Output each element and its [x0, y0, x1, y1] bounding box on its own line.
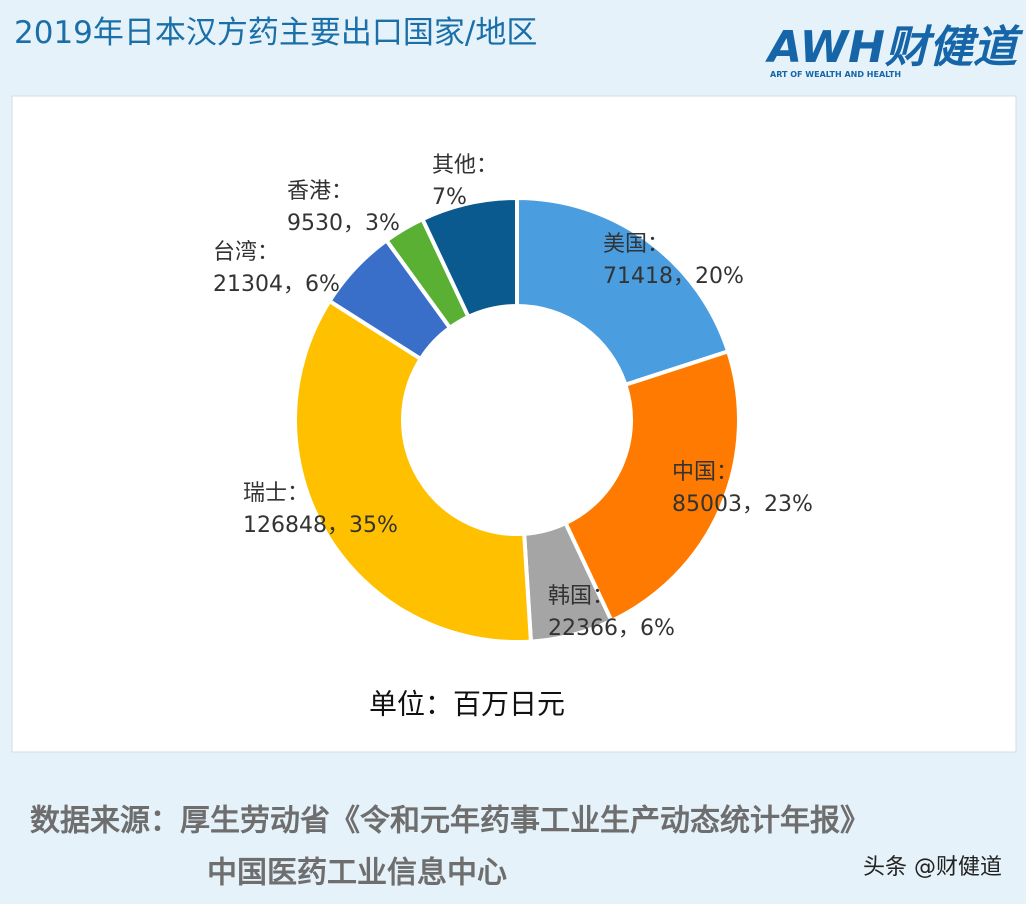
data-label: 21304，6%: [213, 272, 340, 297]
title: 2019年日本汉方药主要出口国家/地区: [14, 15, 537, 51]
slice-name: 香港：: [287, 179, 353, 204]
logo-tagline: ART OF WEALTH AND HEALTH: [770, 70, 901, 79]
data-label: 22366，6%: [548, 616, 675, 641]
slice: [293, 298, 534, 644]
data-label: 71418，20%: [603, 264, 744, 289]
source: 数据来源：厚生劳动省《令和元年药事工业生产动态统计年报》: [30, 804, 870, 839]
slice-name: 瑞士：: [243, 481, 309, 506]
unit-note: 单位：百万日元: [369, 688, 565, 721]
chart-panel: [11, 95, 1017, 753]
slice-name: 其他：: [432, 153, 498, 178]
slice-name: 台湾：: [213, 240, 279, 265]
data-label: 85003，23%: [672, 492, 813, 517]
slice-name: 美国：: [603, 232, 669, 257]
watermark: 头条 @财健道: [863, 855, 1002, 880]
logo: AWH财健道: [765, 22, 1024, 73]
slice: [419, 195, 519, 320]
donut: 美国： 71418，20% 中国： 85003，23% 韩国： 22366，6% 瑞士： 12…: [213, 153, 813, 644]
data-label: 9530，3%: [287, 211, 400, 236]
source-line2: 中国医药工业信息中心: [207, 856, 507, 891]
slice: [515, 195, 731, 388]
data-label: 7%: [432, 185, 467, 210]
data-label: 126848，35%: [243, 513, 398, 538]
slice: [562, 348, 741, 624]
slice-name: 中国：: [672, 460, 738, 485]
slice-name: 韩国：: [548, 584, 614, 609]
